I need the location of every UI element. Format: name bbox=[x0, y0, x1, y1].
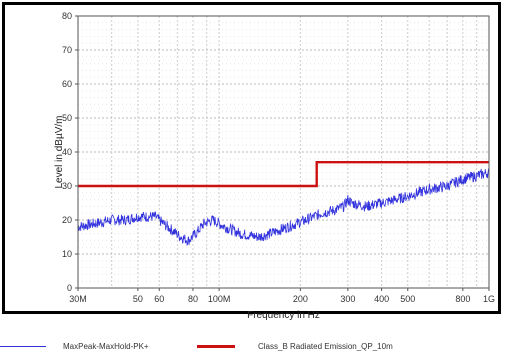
legend-swatch-red bbox=[197, 344, 235, 348]
grid bbox=[77, 15, 490, 289]
y-tick-label: 20 bbox=[62, 215, 72, 225]
x-tick-label: 800 bbox=[455, 294, 470, 304]
chart-area: 0 10 20 30 40 50 60 70 80 30M 50 60 80 100M 200 300 400 5… bbox=[54, 11, 495, 321]
chart-frame bbox=[2, 2, 501, 314]
legend: MaxPeak-MaxHold-PK+ Class_B Radiated Emi… bbox=[0, 336, 506, 356]
plot-border bbox=[77, 15, 490, 289]
x-tick-label: 300 bbox=[340, 294, 355, 304]
x-tick-label: 60 bbox=[154, 294, 164, 304]
legend-item-maxpeak: MaxPeak-MaxHold-PK+ bbox=[0, 336, 149, 356]
x-tick-label: 500 bbox=[400, 294, 415, 304]
y-axis-label: Level in dBµV/m bbox=[54, 115, 65, 188]
legend-label: Class_B Radiated Emission_QP_10m bbox=[258, 341, 393, 351]
y-tick-label: 70 bbox=[62, 45, 72, 55]
y-tick-label: 30 bbox=[62, 181, 72, 191]
y-tick-label: 40 bbox=[62, 147, 72, 157]
x-tick-label: 1G bbox=[483, 294, 495, 304]
y-tick-label: 80 bbox=[62, 11, 72, 21]
y-tick-label: 50 bbox=[62, 113, 72, 123]
legend-item-class-b-limit: Class_B Radiated Emission_QP_10m bbox=[197, 336, 393, 356]
x-tick-label: 100M bbox=[208, 294, 231, 304]
y-tick-label: 0 bbox=[67, 283, 72, 293]
axis-ticks: 0 10 20 30 40 50 60 70 80 30M 50 60 80 100M 200 300 400 5… bbox=[62, 11, 495, 304]
x-tick-label: 400 bbox=[374, 294, 389, 304]
x-tick-label: 30M bbox=[69, 294, 87, 304]
x-tick-label: 200 bbox=[293, 294, 308, 304]
series bbox=[77, 161, 490, 247]
legend-swatch-blue bbox=[0, 345, 46, 347]
legend-label: MaxPeak-MaxHold-PK+ bbox=[63, 341, 149, 351]
x-tick-label: 80 bbox=[188, 294, 198, 304]
series-line-maxpeak bbox=[77, 167, 490, 247]
series-line-class-b-limit bbox=[78, 161, 489, 188]
y-tick-label: 60 bbox=[62, 79, 72, 89]
x-tick-label: 50 bbox=[133, 294, 143, 304]
y-tick-label: 10 bbox=[62, 249, 72, 259]
x-axis-label: Frequency in Hz bbox=[247, 310, 320, 321]
